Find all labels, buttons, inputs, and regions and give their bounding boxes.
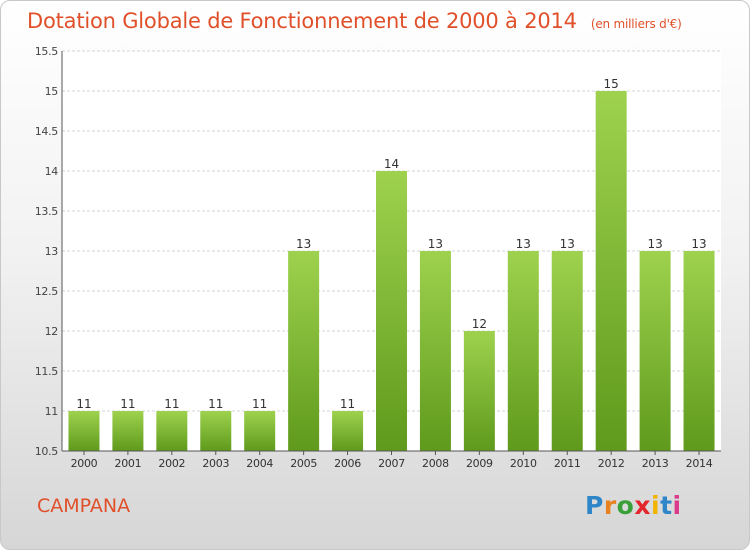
data-label: 13 — [516, 237, 531, 251]
logo-letter: i — [651, 491, 661, 520]
data-label: 13 — [296, 237, 311, 251]
data-label: 13 — [691, 237, 706, 251]
commune-name: CAMPANA — [37, 495, 131, 517]
proxiti-logo: Proxiti — [585, 491, 682, 520]
axes — [61, 51, 721, 455]
x-tick-label: 2008 — [422, 457, 449, 470]
logo-letter: x — [634, 491, 651, 520]
x-tick-label: 2005 — [290, 457, 317, 470]
data-label: 11 — [340, 397, 355, 411]
data-label: 11 — [76, 397, 91, 411]
x-tick-label: 2009 — [466, 457, 493, 470]
data-label: 11 — [208, 397, 223, 411]
x-tick-label: 2013 — [642, 457, 669, 470]
bar — [463, 331, 495, 451]
bar — [244, 411, 276, 451]
bar — [683, 251, 715, 451]
logo-letter: r — [603, 491, 617, 520]
data-labels: 11 11 11 11 11 13 11 14 13 12 13 13 15 13 13 — [76, 77, 706, 411]
y-tick-label: 11 — [45, 405, 58, 418]
data-label: 11 — [164, 397, 179, 411]
bar — [332, 411, 364, 451]
y-tick-label: 10.5 — [35, 445, 59, 458]
bar — [376, 171, 407, 451]
y-tick-labels: 10.5 11 11.5 12 12.5 13 13.5 14 14.5 15 15.5 — [35, 45, 59, 458]
x-tick-label: 2007 — [378, 457, 405, 470]
bars-group — [68, 91, 715, 451]
x-tick-label: 2014 — [686, 457, 713, 470]
y-tick-label: 13.5 — [35, 205, 59, 218]
data-label: 13 — [647, 237, 662, 251]
bar — [156, 411, 188, 451]
x-tick-label: 2006 — [334, 457, 361, 470]
bar — [419, 251, 451, 451]
x-tick-label: 2010 — [510, 457, 537, 470]
x-tick-label: 2002 — [158, 457, 185, 470]
data-label: 12 — [472, 317, 487, 331]
logo-letter: P — [585, 491, 604, 520]
chart-title: Dotation Globale de Fonctionnement de 20… — [27, 9, 682, 33]
y-tick-label: 15.5 — [35, 45, 59, 58]
data-label: 14 — [384, 157, 399, 171]
bar — [68, 411, 100, 451]
y-tick-label: 14.5 — [35, 125, 59, 138]
bar — [200, 411, 232, 451]
unit-note: (en milliers d'€) — [590, 17, 682, 31]
bar — [639, 251, 671, 451]
data-label: 15 — [604, 77, 619, 91]
x-tick-label: 2011 — [554, 457, 581, 470]
bar — [112, 411, 144, 451]
x-tick-label: 2004 — [246, 457, 273, 470]
bar — [551, 251, 583, 451]
x-tick-label: 2000 — [71, 457, 98, 470]
bar — [288, 251, 320, 451]
x-tick-labels: 2000 2001 2002 2003 2004 2005 2006 2007 2008 2009… — [71, 457, 713, 470]
title-text: Dotation Globale de Fonctionnement de 20… — [27, 9, 577, 33]
x-tick-label: 2001 — [115, 457, 142, 470]
y-tick-label: 12 — [45, 325, 58, 338]
y-tick-label: 15 — [45, 85, 59, 98]
y-tick-label: 14 — [45, 165, 59, 178]
y-tick-label: 11.5 — [35, 365, 59, 378]
data-label: 11 — [120, 397, 135, 411]
bar — [595, 91, 627, 451]
logo-letter: o — [616, 491, 635, 520]
x-tick-label: 2003 — [202, 457, 229, 470]
bar — [507, 251, 539, 451]
data-label: 13 — [428, 237, 443, 251]
data-label: 13 — [560, 237, 575, 251]
logo-letter: i — [672, 491, 682, 520]
y-tick-label: 12.5 — [35, 285, 59, 298]
logo-letter: t — [660, 491, 673, 520]
y-tick-label: 13 — [45, 245, 59, 258]
data-label: 11 — [252, 397, 267, 411]
x-tick-label: 2012 — [598, 457, 625, 470]
